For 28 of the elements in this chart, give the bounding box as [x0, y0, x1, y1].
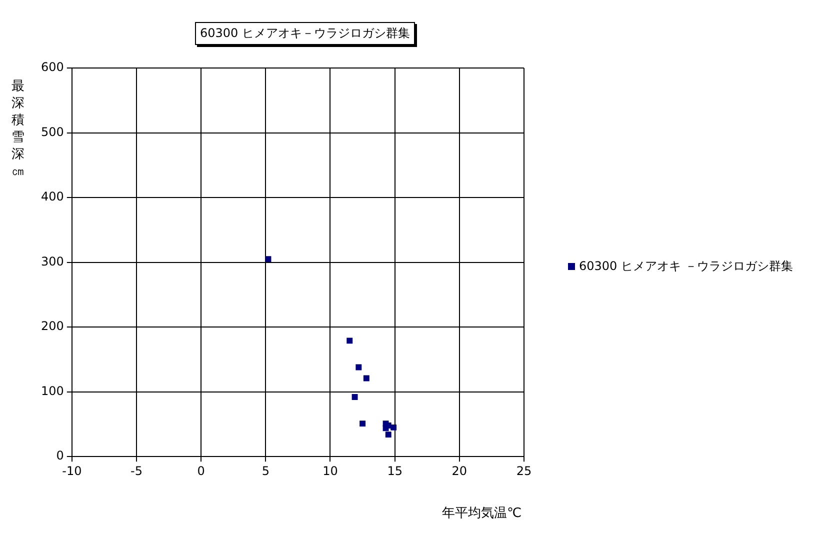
y-axis-title: 最深積雪深㎝ [10, 78, 26, 180]
point [352, 394, 358, 400]
point [346, 338, 353, 344]
x-tick-label: -5 [130, 464, 142, 478]
point [360, 420, 366, 427]
y-tick-label: 600 [41, 60, 64, 74]
point [265, 256, 272, 262]
x-tick-label: 0 [197, 464, 205, 478]
chart-title: 60300 ヒメアオキ－ウラジロガシ群集 [195, 22, 415, 45]
point [363, 375, 370, 382]
point [382, 425, 389, 432]
y-tick-label: 500 [41, 124, 64, 139]
y-tick-label: 100 [41, 384, 64, 398]
x-tick-label: 15 [387, 464, 402, 478]
y-tick-label: 400 [41, 190, 64, 204]
point [385, 432, 392, 438]
legend-label: 60300 ヒメアオキ －ウラジロガシ群集 [579, 258, 793, 275]
y-tick-label: 0 [56, 448, 64, 463]
y-tick-label: 200 [41, 319, 64, 334]
point [356, 364, 362, 370]
x-axis-title: 年平均気温℃ [442, 505, 522, 522]
x-tick-label: 5 [262, 464, 270, 478]
x-tick-label: -10 [62, 464, 82, 478]
point [390, 424, 397, 430]
y-tick-label: 300 [41, 254, 64, 268]
x-tick-label: 20 [452, 464, 468, 478]
x-tick-label: 25 [516, 464, 532, 478]
x-tick-label: 10 [322, 464, 338, 478]
